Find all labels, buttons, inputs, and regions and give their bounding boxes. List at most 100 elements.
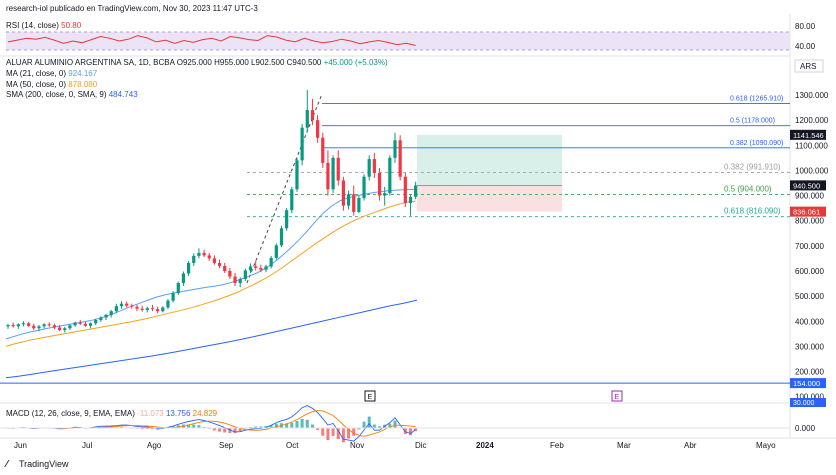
moving-average-line[interactable]: [5, 299, 418, 379]
candle-body[interactable]: [393, 140, 397, 158]
candle-body[interactable]: [181, 273, 186, 284]
candle-body[interactable]: [171, 293, 175, 301]
candle-body[interactable]: [197, 252, 201, 256]
candle-body[interactable]: [398, 140, 402, 177]
candle-body[interactable]: [357, 198, 361, 212]
candle-body[interactable]: [135, 306, 139, 309]
candle-body[interactable]: [331, 157, 335, 190]
candle-body[interactable]: [264, 266, 268, 270]
candle-body[interactable]: [377, 172, 382, 196]
candle-body[interactable]: [228, 270, 232, 277]
candle-body[interactable]: [383, 193, 387, 196]
candle-body[interactable]: [109, 311, 113, 315]
candle-body[interactable]: [63, 328, 67, 331]
candle-body[interactable]: [145, 308, 149, 310]
candle-body[interactable]: [212, 258, 216, 263]
candle-body[interactable]: [73, 322, 77, 326]
candle-body[interactable]: [352, 194, 356, 212]
candle-body[interactable]: [408, 196, 413, 204]
candle-body[interactable]: [321, 137, 325, 163]
profit-zone[interactable]: [417, 134, 562, 186]
candle-body[interactable]: [290, 189, 294, 211]
candle-body[interactable]: [42, 324, 46, 327]
candle-body[interactable]: [223, 265, 227, 271]
candle-body[interactable]: [295, 160, 299, 190]
candle-body[interactable]: [367, 159, 371, 177]
candle-body[interactable]: [192, 255, 196, 263]
ohlc-legend[interactable]: ALUAR ALUMINIO ARGENTINA SA, 1D, BCBA O9…: [6, 58, 388, 67]
candle-body[interactable]: [187, 262, 191, 274]
candle-body[interactable]: [94, 320, 98, 324]
moving-average-line[interactable]: [5, 200, 416, 347]
candle-body[interactable]: [16, 324, 20, 327]
candle-body[interactable]: [130, 305, 134, 307]
candle-body[interactable]: [119, 303, 124, 307]
candle-body[interactable]: [150, 308, 155, 310]
candle-body[interactable]: [403, 176, 407, 204]
candle-body[interactable]: [11, 325, 15, 327]
event-marker[interactable]: E: [615, 394, 620, 401]
candle-body[interactable]: [316, 120, 320, 138]
candle-body[interactable]: [248, 266, 253, 271]
candle-body[interactable]: [88, 323, 93, 326]
indicator-legend-ma21[interactable]: MA (21, close, 0) 924.167: [6, 69, 97, 78]
candle-body[interactable]: [336, 157, 340, 181]
event-marker-box[interactable]: [611, 390, 623, 402]
candle-body[interactable]: [341, 180, 345, 206]
candle-body[interactable]: [279, 228, 284, 246]
candle-body[interactable]: [202, 252, 206, 256]
candle-body[interactable]: [326, 162, 330, 190]
candle-body[interactable]: [414, 185, 418, 197]
event-marker[interactable]: E: [368, 394, 373, 401]
candle-body[interactable]: [83, 323, 87, 326]
candle-body[interactable]: [233, 276, 237, 284]
candle-body[interactable]: [310, 110, 315, 121]
candle-body[interactable]: [176, 283, 180, 294]
candle-body[interactable]: [362, 176, 366, 199]
moving-averages: [5, 189, 418, 379]
candle-body[interactable]: [300, 127, 304, 161]
candle-body[interactable]: [259, 267, 263, 270]
candle-body[interactable]: [99, 317, 103, 321]
macd-legend[interactable]: MACD (12, 26, close, 9, EMA, EMA) -11.07…: [6, 409, 217, 418]
time-axis-label: Dic: [415, 441, 427, 450]
candle-body[interactable]: [274, 245, 278, 258]
candle-body[interactable]: [52, 325, 57, 328]
macd-line[interactable]: [7, 405, 416, 442]
candle-body[interactable]: [238, 279, 242, 284]
candle-body[interactable]: [125, 303, 129, 306]
candle-body[interactable]: [78, 322, 82, 324]
candle-body[interactable]: [346, 194, 351, 206]
candle-body[interactable]: [21, 323, 26, 325]
candle-body[interactable]: [6, 325, 10, 327]
trend-dashed-line[interactable]: [246, 93, 323, 284]
stop-loss-zone[interactable]: [417, 185, 562, 212]
candle-body[interactable]: [32, 325, 36, 329]
candle-body[interactable]: [388, 157, 392, 194]
candle-body[interactable]: [161, 307, 165, 312]
candle-body[interactable]: [285, 210, 289, 229]
candle-body[interactable]: [27, 323, 31, 326]
candle-body[interactable]: [68, 325, 72, 329]
candle-body[interactable]: [114, 306, 118, 312]
candle-body[interactable]: [58, 327, 62, 331]
event-marker-box[interactable]: [364, 390, 376, 402]
candle-body[interactable]: [217, 262, 222, 266]
candle-body[interactable]: [37, 326, 41, 329]
currency-box[interactable]: [794, 59, 824, 73]
rsi-legend[interactable]: RSI (14, close) 50.80: [6, 21, 81, 30]
candle-body[interactable]: [166, 300, 170, 308]
candle-body[interactable]: [140, 308, 144, 310]
candle-body[interactable]: [47, 324, 51, 326]
candle-body[interactable]: [104, 314, 108, 318]
indicator-legend-sma200[interactable]: SMA (200, close, 0, SMA, 9) 484.743: [6, 90, 138, 99]
indicator-legend-ma50[interactable]: MA (50, close, 0) 878.080: [6, 80, 97, 89]
candle-body[interactable]: [372, 159, 376, 173]
candle-body[interactable]: [305, 110, 309, 128]
candle-body[interactable]: [156, 309, 160, 312]
candle-body[interactable]: [207, 255, 211, 259]
candle-body[interactable]: [243, 270, 247, 280]
candle-body[interactable]: [269, 257, 273, 267]
candle-body[interactable]: [254, 266, 258, 268]
